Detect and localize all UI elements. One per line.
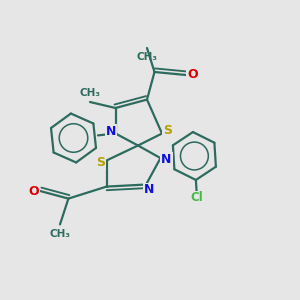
Text: O: O [28, 184, 39, 198]
Text: CH₃: CH₃ [50, 229, 70, 239]
Text: O: O [187, 68, 198, 82]
Text: Cl: Cl [190, 191, 203, 204]
Text: N: N [106, 124, 116, 138]
Text: N: N [144, 183, 154, 196]
Text: S: S [163, 124, 172, 137]
Text: CH₃: CH₃ [136, 52, 158, 62]
Text: S: S [96, 156, 105, 170]
Text: N: N [161, 153, 172, 166]
Text: CH₃: CH₃ [80, 88, 100, 98]
